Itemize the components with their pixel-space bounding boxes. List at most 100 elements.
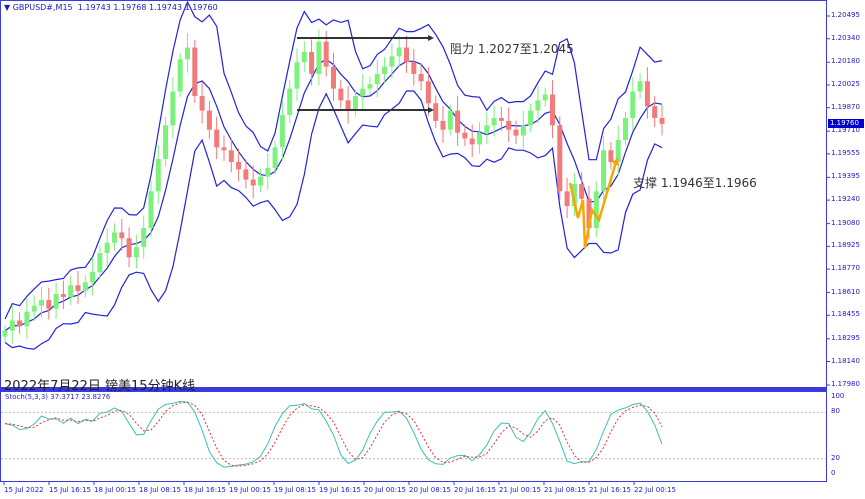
candle xyxy=(535,100,541,111)
candle xyxy=(75,285,81,292)
stoch-tick: 100 xyxy=(831,392,845,400)
time-tick: 20 Jul 08:15 xyxy=(409,486,451,494)
candle xyxy=(455,110,461,133)
support-zigzag-line xyxy=(568,161,618,249)
candle xyxy=(206,110,212,130)
candle xyxy=(301,51,307,63)
candle xyxy=(396,47,402,57)
stoch-tick: 80 xyxy=(831,407,840,416)
panel-separator[interactable] xyxy=(0,388,827,391)
stoch-panel-border xyxy=(0,391,827,482)
stoch-tick: 0 xyxy=(831,469,836,477)
candle xyxy=(506,120,512,130)
candle xyxy=(477,132,482,145)
time-tick: 19 Jul 00:15 xyxy=(229,486,271,494)
candle xyxy=(185,47,190,60)
candle xyxy=(331,66,336,89)
price-tick: 1.18925 xyxy=(831,241,860,250)
candle xyxy=(389,56,395,67)
candle xyxy=(659,117,665,124)
ohlc-values: 1.19743 1.19768 1.19743 1.19760 xyxy=(77,3,218,12)
time-tick: 18 Jul 00:15 xyxy=(94,486,136,494)
time-tick: 21 Jul 00:15 xyxy=(499,486,541,494)
candle xyxy=(97,252,103,273)
candle xyxy=(243,169,249,180)
candle xyxy=(24,311,30,327)
candle xyxy=(447,110,453,130)
candle xyxy=(53,294,59,309)
price-tick: 1.20495 xyxy=(831,11,860,19)
current-price-label: 1.19760 xyxy=(828,118,864,128)
time-tick: 19 Jul 16:15 xyxy=(319,486,361,494)
candle xyxy=(491,117,497,126)
candle xyxy=(608,150,614,162)
resistance-annotation: 阻力 1.2027至1.2045 xyxy=(450,42,574,56)
candle xyxy=(104,242,110,253)
time-tick: 20 Jul 16:15 xyxy=(454,486,496,494)
candle xyxy=(630,91,636,118)
candle xyxy=(279,115,285,148)
candle xyxy=(571,183,577,207)
stoch-tick: 20 xyxy=(831,453,840,462)
candle xyxy=(615,139,621,162)
candle xyxy=(550,94,555,126)
candle xyxy=(46,299,52,309)
candle xyxy=(593,191,599,229)
price-tick: 1.20180 xyxy=(831,57,860,66)
candle xyxy=(418,73,424,82)
candle xyxy=(192,47,198,96)
candle xyxy=(433,103,439,121)
chart-caption: 2022年7月22日 镑美15分钟K线 xyxy=(4,379,196,394)
candle xyxy=(39,299,44,306)
candle xyxy=(425,81,431,104)
candle xyxy=(367,84,373,89)
candle xyxy=(323,41,329,67)
candle xyxy=(404,47,409,63)
candle xyxy=(623,117,628,140)
time-tick: 21 Jul 16:15 xyxy=(589,486,631,494)
candle xyxy=(462,132,468,139)
candle xyxy=(498,117,504,121)
candle xyxy=(287,88,293,116)
candle xyxy=(586,198,592,229)
price-tick: 1.18610 xyxy=(831,287,860,296)
candle xyxy=(520,125,526,136)
candle xyxy=(469,138,475,145)
candle xyxy=(652,106,658,118)
price-tick: 1.18770 xyxy=(831,264,860,273)
candle xyxy=(90,272,96,283)
time-tick: 15 Jul 2022 xyxy=(4,486,44,494)
time-tick: 19 Jul 08:15 xyxy=(274,486,316,494)
candle xyxy=(155,159,161,192)
candle xyxy=(374,73,380,85)
price-tick: 1.18140 xyxy=(831,356,860,365)
candle xyxy=(542,94,548,101)
candle xyxy=(119,232,125,239)
candle xyxy=(163,125,169,160)
candle xyxy=(141,228,147,248)
candle xyxy=(345,100,351,111)
candle xyxy=(2,330,8,337)
time-tick: 21 Jul 08:15 xyxy=(544,486,586,494)
candle xyxy=(236,161,242,170)
arrow-head-icon xyxy=(428,107,434,113)
price-tick: 1.20340 xyxy=(831,33,860,42)
candle xyxy=(112,232,117,243)
candle xyxy=(265,167,271,177)
time-tick: 22 Jul 00:15 xyxy=(634,486,676,494)
candle xyxy=(601,150,607,192)
support-annotation: 支撑 1.1946至1.1966 xyxy=(633,176,757,190)
time-tick: 18 Jul 16:15 xyxy=(184,486,226,494)
symbol-label: GBPUSD#,M15 xyxy=(12,3,73,12)
candle xyxy=(352,95,358,111)
candle xyxy=(294,62,300,89)
candle xyxy=(316,41,322,74)
time-tick: 18 Jul 08:15 xyxy=(139,486,181,494)
candle xyxy=(148,191,154,229)
bollinger-upper-band xyxy=(4,0,663,320)
price-tick: 1.17980 xyxy=(831,380,860,388)
price-tick: 1.19080 xyxy=(831,218,860,227)
arrow-head-icon xyxy=(612,157,619,166)
